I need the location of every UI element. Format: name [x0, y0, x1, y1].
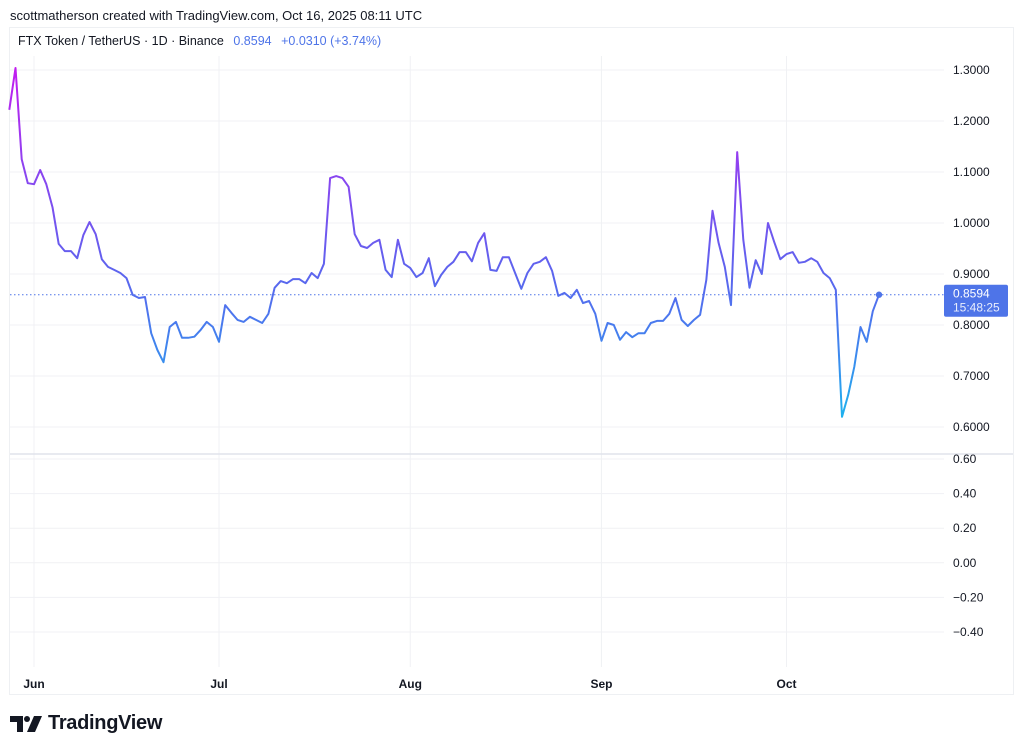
x-tick-label: Sep	[590, 677, 612, 691]
y-axis-indicator: 0.60 0.40 0.20 0.00 −0.20 −0.40	[953, 452, 984, 639]
x-tick-label: Oct	[776, 677, 796, 691]
indicator-y-tick-label: 0.60	[953, 452, 977, 466]
attribution-text: scottmatherson created with TradingView.…	[10, 8, 423, 23]
x-tick-label: Jul	[210, 677, 227, 691]
legend-price: 0.8594	[233, 34, 272, 48]
y-tick-label: 1.3000	[953, 63, 990, 77]
tradingview-logo-text: TradingView	[48, 712, 163, 734]
y-tick-label: 1.0000	[953, 216, 990, 230]
x-tick-label: Jun	[23, 677, 44, 691]
symbol-name: FTX Token / TetherUS · 1D · Binance	[18, 34, 224, 48]
indicator-y-tick-label: 0.40	[953, 487, 977, 501]
y-tick-label: 1.2000	[953, 114, 990, 128]
legend-change: +0.0310 (+3.74%)	[281, 34, 382, 48]
grid	[10, 56, 944, 667]
y-tick-label: 1.1000	[953, 165, 990, 179]
y-tick-label: 0.8000	[953, 318, 990, 332]
indicator-y-tick-label: −0.20	[953, 590, 984, 604]
symbol-legend[interactable]: FTX Token / TetherUS · 1D · Binance 0.85…	[18, 34, 381, 48]
price-line-series	[8, 67, 880, 418]
y-tick-label: 0.7000	[953, 369, 990, 383]
x-axis: Jun Jul Aug Sep Oct	[23, 677, 796, 691]
tradingview-logo[interactable]: TradingView	[10, 712, 162, 735]
price-label: 0.8594 15:48:25	[944, 284, 1008, 317]
y-tick-label: 0.9000	[953, 267, 990, 281]
indicator-y-tick-label: 0.20	[953, 521, 977, 535]
indicator-y-tick-label: −0.40	[953, 625, 984, 639]
chart-frame	[9, 27, 1014, 695]
price-label-countdown: 15:48:25	[953, 301, 1000, 315]
tradingview-logo-icon	[10, 715, 42, 732]
last-price-dot	[875, 291, 883, 298]
y-axis-main: 1.3000 1.2000 1.1000 1.0000 0.9000 0.8000 0.70…	[953, 63, 990, 434]
indicator-y-tick-label: 0.00	[953, 556, 977, 570]
y-tick-label: 0.6000	[953, 420, 990, 434]
price-label-value: 0.8594	[953, 287, 990, 301]
x-tick-label: Aug	[399, 677, 422, 691]
